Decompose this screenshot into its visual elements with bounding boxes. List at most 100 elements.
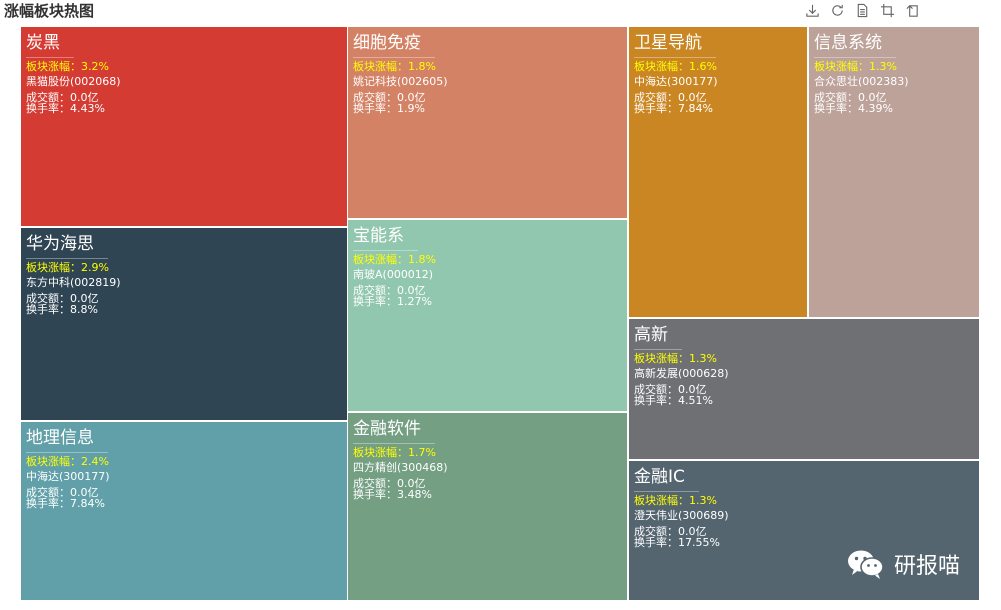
tile-stock: 高新发展(000628) xyxy=(634,368,729,380)
tile-turnover-part: 1.27% xyxy=(397,295,432,308)
tile-amount-part: 0.0亿 xyxy=(70,91,99,104)
tile-amount-part: 0.0亿 xyxy=(678,383,707,396)
tile-stock: 南玻A(000012) xyxy=(353,269,433,281)
tile-gain-part: 3.2% xyxy=(81,60,109,73)
tile-gain-part: 1.6% xyxy=(689,60,717,73)
tile-gain: 板块涨幅：1.8% xyxy=(353,61,436,73)
tile-stock: 四方精创(300468) xyxy=(353,462,448,474)
tile-stock: 姚记科技(002605) xyxy=(353,76,448,88)
tile-amount-part: 成交额： xyxy=(26,91,70,104)
tile-gain: 板块涨幅：1.6% xyxy=(634,61,717,73)
treemap-tile[interactable]: 地理信息 板块涨幅：2.4% 中海达(300177) 成交额：0.0亿 换手率：7.84… xyxy=(21,422,347,600)
tile-amount-part: 0.0亿 xyxy=(678,525,707,538)
tile-gain-part: 1.3% xyxy=(689,352,717,365)
tile-gain: 板块涨幅：2.4% xyxy=(26,456,109,468)
tile-turnover-part: 7.84% xyxy=(678,102,713,115)
tile-stock: 合众思壮(002383) xyxy=(814,76,909,88)
tile-amount-part: 成交额： xyxy=(634,383,678,396)
tile-turnover-part: 换手率： xyxy=(26,497,70,510)
tile-gain: 板块涨幅：1.3% xyxy=(634,353,717,365)
tile-gain-part: 2.4% xyxy=(81,455,109,468)
tile-stock-part: 澄天伟业(300689) xyxy=(634,509,729,522)
tile-amount-part: 成交额： xyxy=(353,284,397,297)
tile-turnover-part: 7.84% xyxy=(70,497,105,510)
zoom-icon[interactable] xyxy=(879,2,896,19)
tile-sector-name: 宝能系 xyxy=(353,224,418,251)
treemap-tile[interactable]: 高新 板块涨幅：1.3% 高新发展(000628) 成交额：0.0亿 换手率：4.51% xyxy=(629,319,979,459)
tile-stock-part: 黑猫股份(002068) xyxy=(26,75,121,88)
tile-gain-part: 板块涨幅： xyxy=(26,60,81,73)
treemap-tile[interactable]: 炭黑板块涨幅：3.2% 黑猫股份(002068) 成交额：0.0亿 换手率：4.43% xyxy=(21,27,347,226)
tile-gain-part: 板块涨幅： xyxy=(814,60,869,73)
tile-gain: 板块涨幅：2.9% xyxy=(26,262,109,274)
tile-stock: 中海达(300177) xyxy=(634,76,718,88)
tile-turnover: 换手率：1.9% xyxy=(353,103,425,115)
watermark: 研报喵 xyxy=(846,548,960,580)
download-icon[interactable] xyxy=(804,2,821,19)
treemap-tile[interactable]: 金融IC 板块涨幅：1.3% 澄天伟业(300689) 成交额：0.0亿 换手率：17.… xyxy=(629,461,979,600)
chart-title: 涨幅板块热图 xyxy=(4,2,95,20)
tile-gain-part: 板块涨幅： xyxy=(353,60,408,73)
tile-sector-name: 金融软件 xyxy=(353,417,435,444)
tile-turnover-part: 17.55% xyxy=(678,536,720,549)
tile-amount: 成交额：0.0亿 xyxy=(26,92,99,104)
tile-turnover-part: 换手率： xyxy=(634,536,678,549)
tile-gain-part: 板块涨幅： xyxy=(634,494,689,507)
tile-turnover-part: 1.9% xyxy=(397,102,425,115)
tile-amount: 成交额：0.0亿 xyxy=(634,384,707,396)
tile-gain-part: 1.8% xyxy=(408,60,436,73)
tile-amount-part: 0.0亿 xyxy=(678,91,707,104)
tile-amount-part: 0.0亿 xyxy=(70,486,99,499)
treemap-tile[interactable]: 信息系统 板块涨幅：1.3% 合众思壮(002383) 成交额：0.0亿 换手率：4.3… xyxy=(809,27,979,317)
tile-turnover: 换手率：4.43% xyxy=(26,103,105,115)
tile-turnover: 换手率：4.39% xyxy=(814,103,893,115)
data-view-icon[interactable] xyxy=(854,2,871,19)
tile-turnover: 换手率：8.8% xyxy=(26,304,98,316)
tile-stock-part: 中海达(300177) xyxy=(26,470,110,483)
tile-gain-part: 板块涨幅： xyxy=(634,352,689,365)
tile-sector-name: 细胞免疫 xyxy=(353,31,435,58)
tile-gain-part: 1.8% xyxy=(408,253,436,266)
tile-turnover-part: 换手率： xyxy=(634,394,678,407)
zoom-reset-icon[interactable] xyxy=(904,2,921,19)
tile-amount-part: 成交额： xyxy=(353,477,397,490)
treemap-tile[interactable]: 细胞免疫板块涨幅：1.8% 姚记科技(002605) 成交额：0.0亿 换手率：1.9… xyxy=(348,27,627,218)
tile-amount-part: 成交额： xyxy=(634,91,678,104)
treemap-tile[interactable]: 卫星导航 板块涨幅：1.6% 中海达(300177) 成交额：0.0亿 换手率：7.84… xyxy=(629,27,807,317)
tile-amount: 成交额：0.0亿 xyxy=(26,487,99,499)
tile-amount-part: 0.0亿 xyxy=(70,292,99,305)
tile-turnover-part: 4.43% xyxy=(70,102,105,115)
tile-gain: 板块涨幅：1.7% xyxy=(353,447,436,459)
tile-sector-name: 金融IC xyxy=(634,465,699,492)
tile-sector-name: 炭黑 xyxy=(26,31,74,58)
tile-stock-part: 姚记科技(002605) xyxy=(353,75,448,88)
tile-turnover-part: 4.39% xyxy=(858,102,893,115)
tile-amount: 成交额：0.0亿 xyxy=(353,478,426,490)
tile-gain-part: 板块涨幅： xyxy=(26,455,81,468)
tile-turnover: 换手率：4.51% xyxy=(634,395,713,407)
tile-turnover-part: 4.51% xyxy=(678,394,713,407)
watermark-text: 研报喵 xyxy=(894,554,961,579)
tile-turnover-part: 换手率： xyxy=(26,102,70,115)
tile-amount-part: 成交额： xyxy=(353,91,397,104)
tile-gain-part: 1.3% xyxy=(869,60,897,73)
tile-stock: 东方中科(002819) xyxy=(26,277,121,289)
tile-gain-part: 板块涨幅： xyxy=(353,253,408,266)
wechat-icon xyxy=(848,550,884,579)
tile-amount: 成交额：0.0亿 xyxy=(26,293,99,305)
tile-turnover-part: 换手率： xyxy=(353,488,397,501)
tile-gain: 板块涨幅：3.2% xyxy=(26,61,109,73)
tile-turnover-part: 8.8% xyxy=(70,303,98,316)
tile-stock: 澄天伟业(300689) xyxy=(634,510,729,522)
tile-gain: 板块涨幅：1.3% xyxy=(814,61,897,73)
treemap-tile[interactable]: 金融软件板块涨幅：1.7% 四方精创(300468) 成交额：0.0亿 换手率：3.4… xyxy=(348,413,627,600)
tile-amount-part: 0.0亿 xyxy=(397,91,426,104)
tile-turnover-part: 3.48% xyxy=(397,488,432,501)
tile-amount-part: 成交额： xyxy=(634,525,678,538)
tile-sector-name: 华为海思 xyxy=(26,232,108,259)
treemap-tile[interactable]: 宝能系 板块涨幅：1.8% 南玻A(000012) 成交额：0.0亿 换手率：1.27% xyxy=(348,220,627,411)
treemap-tile[interactable]: 华为海思板块涨幅：2.9% 东方中科(002819) 成交额：0.0亿 换手率：8.8… xyxy=(21,228,347,420)
toolbox xyxy=(804,2,921,19)
refresh-icon[interactable] xyxy=(829,2,846,19)
